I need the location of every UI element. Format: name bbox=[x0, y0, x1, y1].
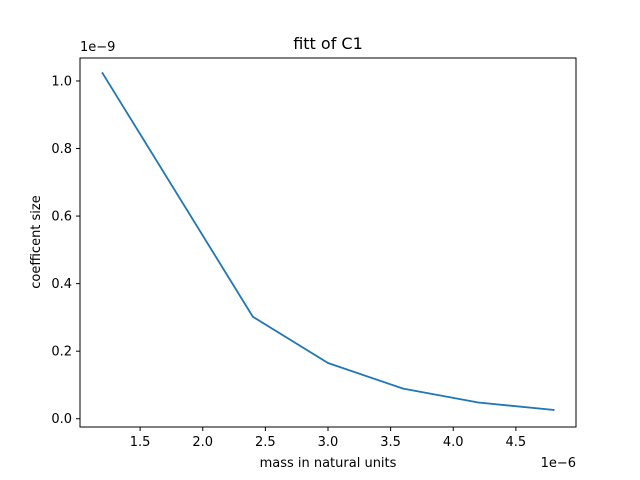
x-tick-label: 3.0 bbox=[318, 435, 339, 450]
x-tick-label: 4.0 bbox=[443, 435, 464, 450]
y-tick-label: 0.4 bbox=[51, 277, 72, 292]
data-point bbox=[477, 401, 480, 404]
x-axis-label: mass in natural units bbox=[260, 456, 397, 471]
y-axis-label: coefficent size bbox=[29, 195, 44, 289]
x-tick-label: 4.5 bbox=[506, 435, 527, 450]
x-tick-label: 1.5 bbox=[130, 435, 151, 450]
x-tick-label: 3.5 bbox=[380, 435, 401, 450]
x-tick-label: 2.5 bbox=[255, 435, 276, 450]
plot-area bbox=[101, 71, 555, 411]
data-point bbox=[101, 72, 104, 75]
x-tick-label: 2.0 bbox=[192, 435, 213, 450]
y-tick-label: 0.8 bbox=[51, 142, 72, 157]
data-point bbox=[402, 387, 405, 390]
y-tick-label: 0.6 bbox=[51, 210, 72, 225]
series-line bbox=[101, 71, 555, 411]
axes-frame bbox=[79, 57, 577, 428]
chart-title: fitt of C1 bbox=[293, 34, 363, 53]
y-axis-offset-label: 1e−9 bbox=[80, 40, 115, 55]
data-point bbox=[327, 362, 329, 364]
data-point bbox=[251, 315, 254, 318]
y-tick-label: 0.0 bbox=[51, 412, 72, 427]
x-axis-ticks: 1.5 2.0 2.5 3.0 3.5 4.0 4.5 bbox=[130, 427, 526, 450]
y-tick-label: 1.0 bbox=[51, 74, 72, 89]
y-axis-ticks: 0.0 0.2 0.4 0.6 0.8 1.0 bbox=[51, 74, 80, 427]
x-axis-offset-label: 1e−6 bbox=[541, 456, 576, 471]
data-point bbox=[552, 409, 555, 411]
y-tick-label: 0.2 bbox=[51, 345, 72, 360]
